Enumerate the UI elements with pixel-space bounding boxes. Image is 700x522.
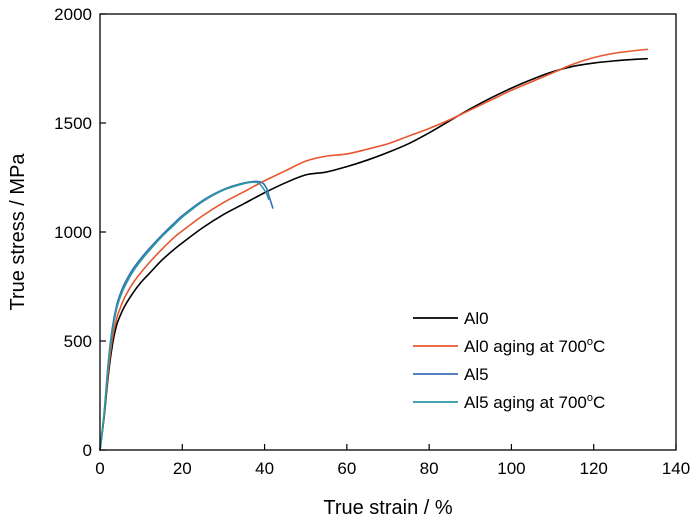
y-tick-label: 0: [83, 441, 92, 460]
legend-label-text: Al5 aging at 700: [464, 393, 587, 412]
y-tick-label: 1000: [54, 223, 92, 242]
legend-label-suffix: C: [593, 393, 605, 412]
x-tick-label: 0: [95, 459, 104, 478]
plot-frame: [99, 13, 677, 451]
x-tick-label: 100: [497, 459, 525, 478]
x-tick-label: 80: [420, 459, 439, 478]
ticks-layer: 0 20 40 60 80 100 120 140 0 500 1000 1500 2000: [54, 5, 690, 478]
legend-label-text: Al0: [464, 309, 489, 328]
x-axis-title: True strain / %: [323, 497, 453, 519]
x-tick-label: 140: [662, 459, 690, 478]
y-tick-label: 2000: [54, 5, 92, 24]
series-line-1: [99, 48, 648, 451]
legend-label-3: Al5 aging at 700oC: [464, 392, 605, 412]
legend-label-superscript: o: [587, 336, 593, 348]
x-tick-label: 120: [580, 459, 608, 478]
x-tick-label: 20: [173, 459, 192, 478]
series-line-2: [99, 180, 274, 451]
series-layer: [99, 48, 648, 451]
x-tick-label: 60: [337, 459, 356, 478]
legend-label-text: Al5: [464, 365, 489, 384]
series-line-0: [99, 57, 648, 451]
legend-label-suffix: C: [593, 337, 605, 356]
y-tick-label: 1500: [54, 114, 92, 133]
axes-layer: [99, 13, 677, 451]
series-line-3: [99, 181, 270, 451]
legend-label-0: Al0: [464, 309, 489, 328]
legend-label-superscript: o: [587, 392, 593, 404]
legend-label-2: Al5: [464, 365, 489, 384]
legend-label-text: Al0 aging at 700: [464, 337, 587, 356]
legend-label-1: Al0 aging at 700oC: [464, 336, 605, 356]
y-axis-title: True stress / MPa: [7, 153, 29, 311]
x-tick-label: 40: [255, 459, 274, 478]
y-tick-label: 500: [64, 332, 92, 351]
